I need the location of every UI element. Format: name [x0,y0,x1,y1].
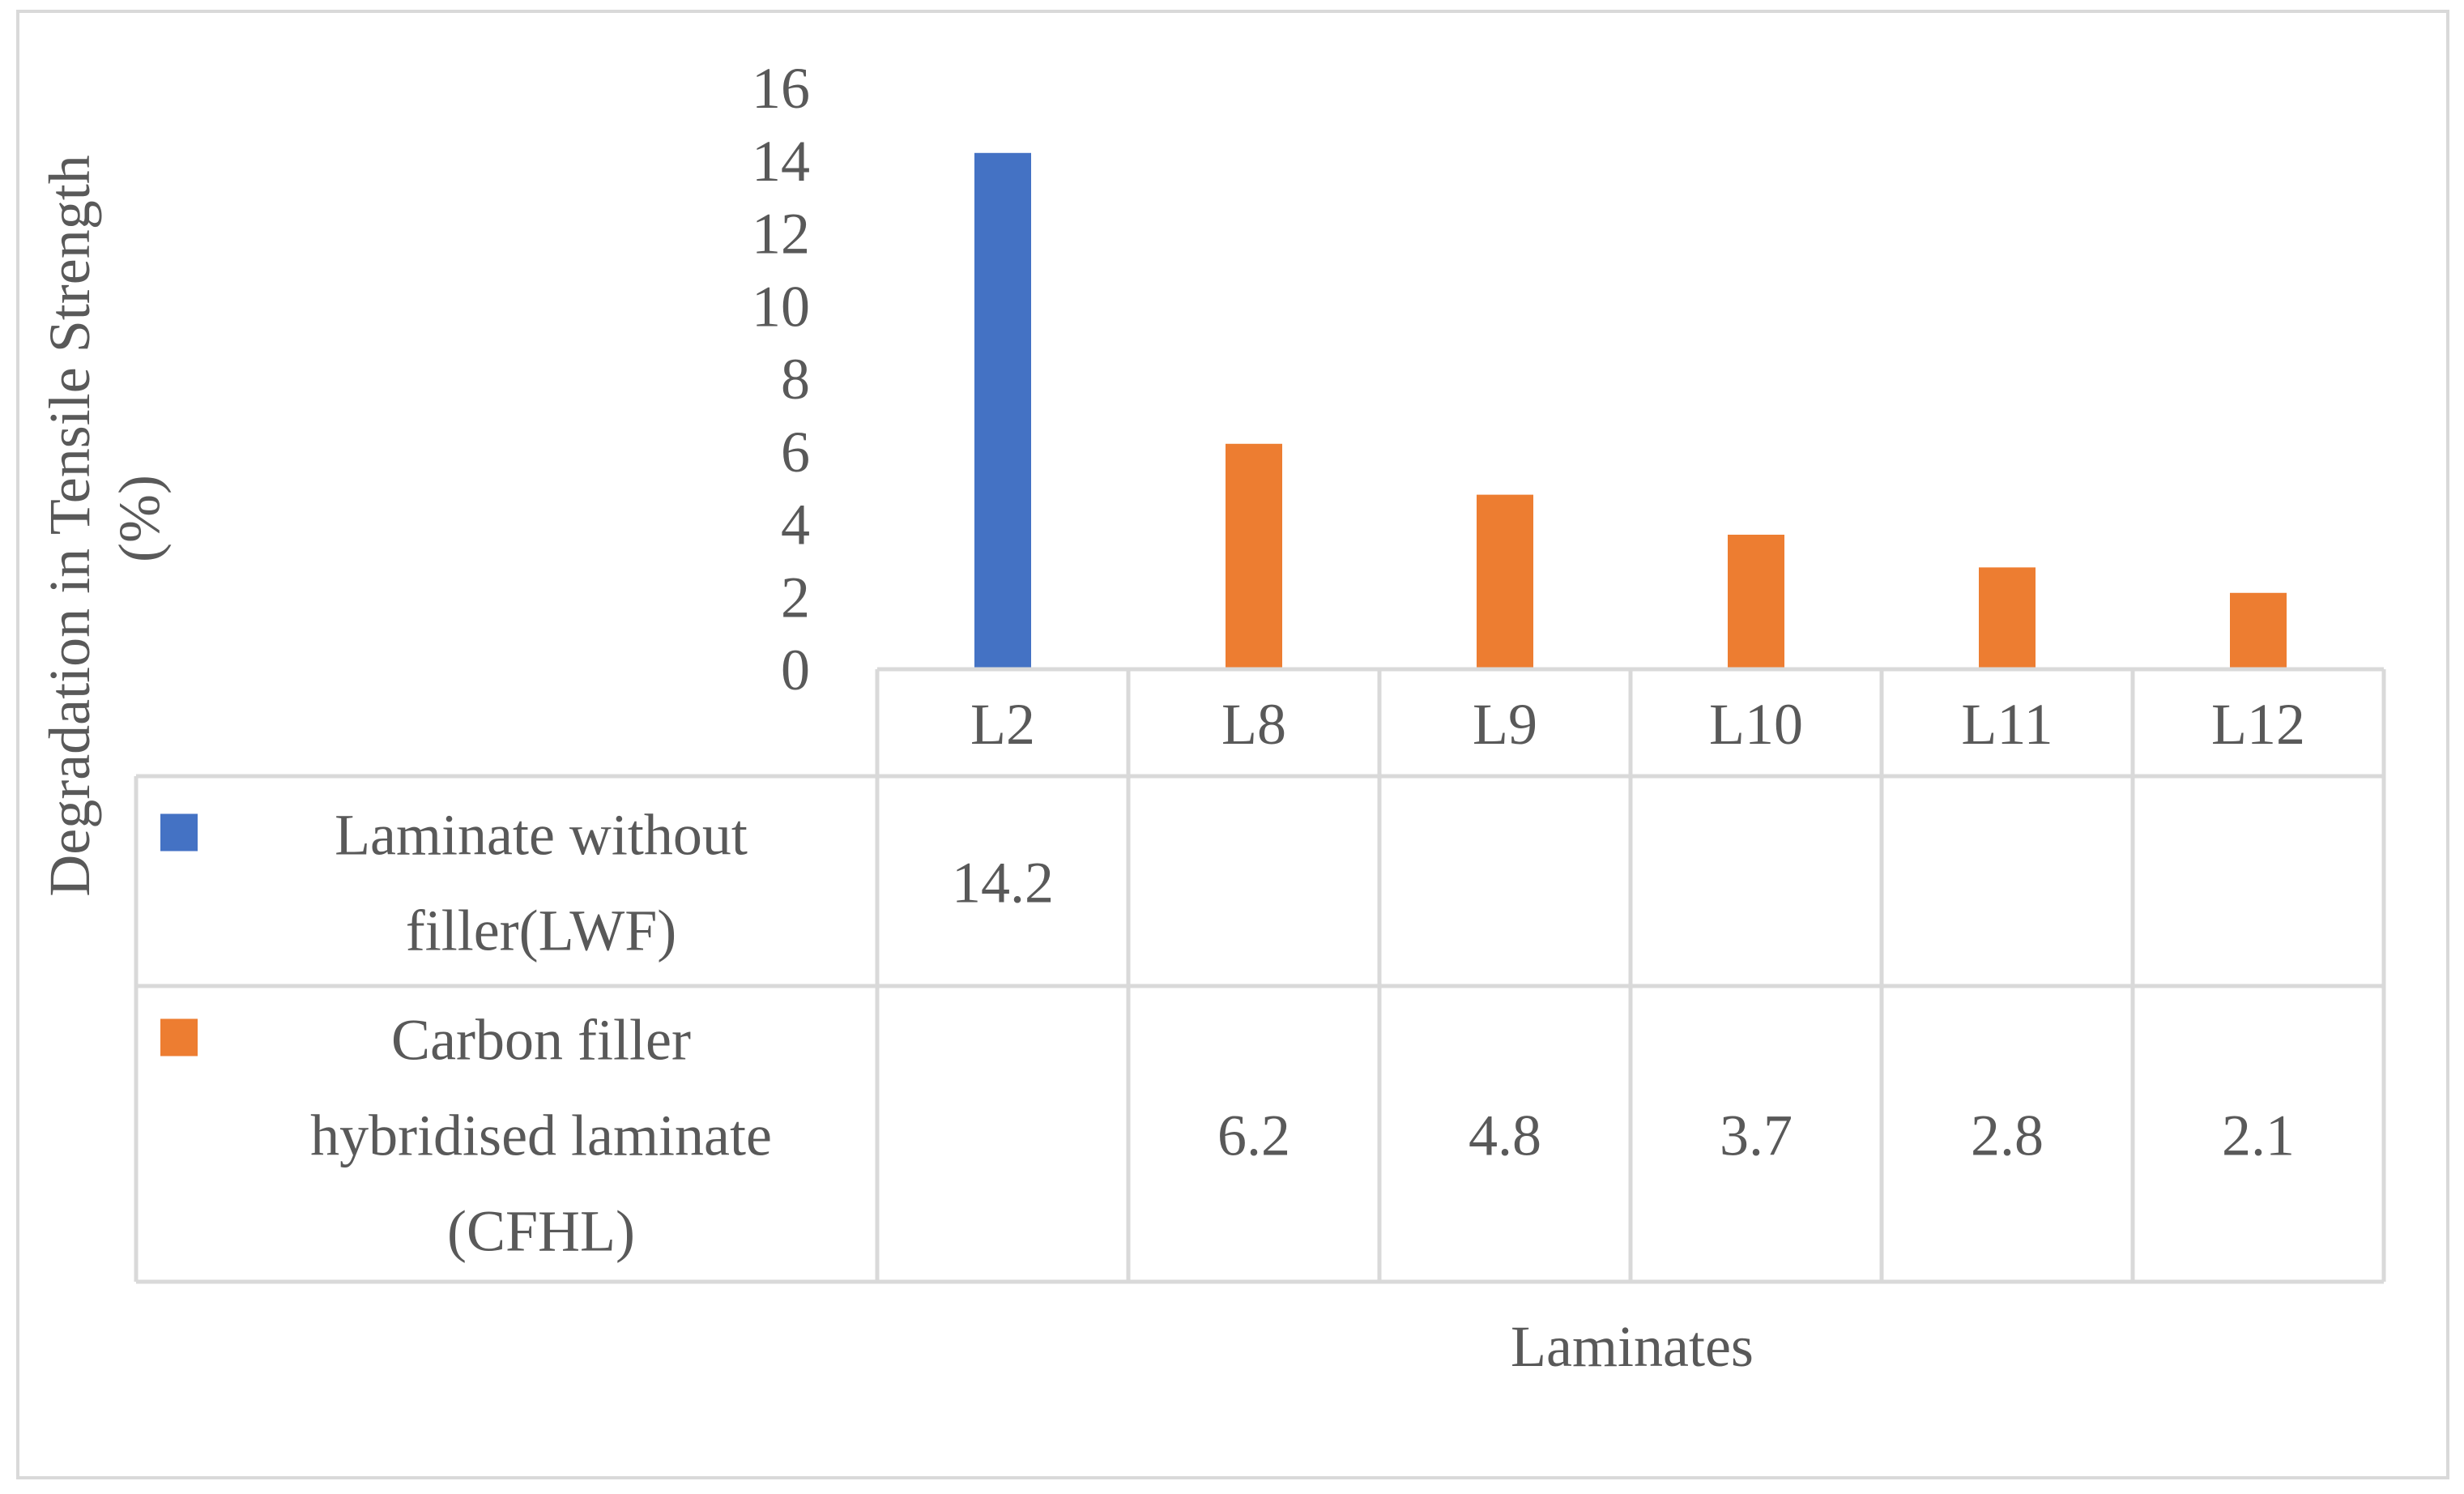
y-tick-label: 4 [781,493,810,557]
bar-lwf-l2 [974,152,1031,669]
y-tick-label: 2 [781,565,810,630]
data-table-value: 6.2 [1217,1103,1290,1168]
x-tick-label: L2 [970,692,1035,757]
y-axis-ticks: 0 2 4 6 8 10 12 14 16 [752,56,810,702]
legend-label: filler(LWF) [406,899,677,963]
legend-label: Carbon filler [391,1008,691,1073]
y-tick-label: 0 [781,638,810,702]
bar-cfhl-l11 [1979,567,2036,669]
y-axis-title: Degradation in Tensile Strength (%) [37,140,172,896]
x-tick-label: L10 [1709,692,1803,757]
bar-cfhl-l8 [1226,443,1282,669]
data-table-value: 14.2 [952,851,1054,916]
y-tick-label: 14 [752,129,810,194]
data-table-value: 2.1 [2222,1103,2295,1168]
bar-cfhl-l9 [1477,494,1533,669]
y-tick-label: 8 [781,347,810,412]
chart-border [16,10,2449,1479]
legend-label: (CFHL) [447,1199,635,1264]
data-table-value: 4.8 [1469,1103,1541,1168]
y-axis-title-line: (%) [107,475,172,562]
bars [974,152,2287,669]
data-table-grid [134,667,2386,1284]
bar-cfhl-l12 [2230,592,2287,669]
legend-key-lwf [160,813,198,852]
y-tick-label: 6 [781,420,810,484]
legend-key-cfhl [160,1018,198,1056]
data-table-value: 3.7 [1720,1103,1793,1168]
x-tick-label: L11 [1961,692,2053,757]
y-tick-label: 16 [752,56,810,121]
x-tick-label: L9 [1473,692,1537,757]
x-tick-label: L8 [1221,692,1286,757]
x-tick-label: L12 [2211,692,2305,757]
legend-label: hybridised laminate [310,1103,772,1168]
bar-cfhl-l10 [1728,534,1784,669]
legend-label: Laminate without [335,803,748,868]
y-tick-label: 12 [752,202,810,267]
y-tick-label: 10 [752,274,810,339]
data-table-value: 2.8 [1971,1103,2044,1168]
x-axis-title: Laminates [1511,1314,1754,1379]
y-axis-title-line: Degradation in Tensile Strength [37,155,102,896]
data-table: L2 L8 L9 L10 L11 L12 Laminate without filler(LW… [160,692,2305,1264]
